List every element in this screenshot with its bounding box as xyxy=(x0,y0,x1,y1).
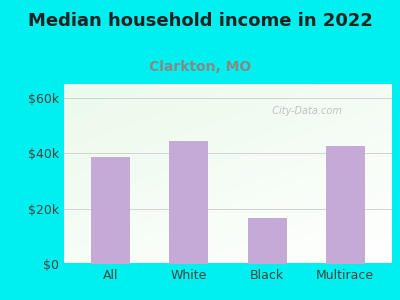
Bar xyxy=(248,218,286,264)
Bar xyxy=(326,146,365,264)
Bar xyxy=(170,141,208,264)
Text: City-Data.com: City-Data.com xyxy=(266,106,341,116)
Text: Clarkton, MO: Clarkton, MO xyxy=(149,60,251,74)
Text: Median household income in 2022: Median household income in 2022 xyxy=(28,12,372,30)
Bar xyxy=(91,158,130,264)
